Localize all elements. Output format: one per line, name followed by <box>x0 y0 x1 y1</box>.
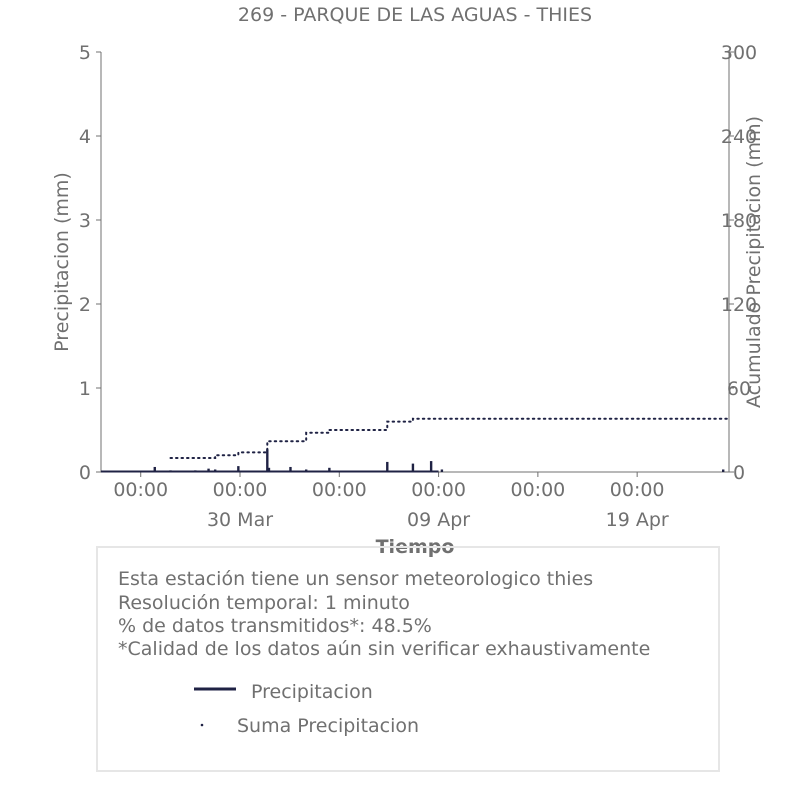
legend-precip-swatch <box>194 687 236 691</box>
y-tick-label: 4 <box>79 126 91 148</box>
y2-tick-label: 120 <box>721 294 757 316</box>
x-date-label: 19 Apr <box>606 509 669 531</box>
info-legend-box: Esta estación tiene un sensor meteorolog… <box>96 546 720 772</box>
y2-tick-label: 240 <box>721 126 757 148</box>
axes: 0 1 2 3 4 5 0 60 120 180 240 300 00:00 00:00 00:00 00:0… <box>79 42 757 531</box>
y2-tick-label: 60 <box>727 378 751 400</box>
y2-tick-label: 180 <box>721 210 757 232</box>
y-tick-label: 3 <box>79 210 91 232</box>
precipitation-series <box>101 449 725 473</box>
x-date-label: 30 Mar <box>207 509 273 531</box>
precipitation-chart: 269 - PARQUE DE LAS AGUAS - THIES 0 1 2 3 4 5… <box>51 4 765 558</box>
x-date-label: 09 Apr <box>407 509 470 531</box>
x-tick-label: 00:00 <box>610 479 665 501</box>
y-tick-label: 5 <box>79 42 91 64</box>
y-tick-label: 2 <box>79 294 91 316</box>
y-tick-label: 0 <box>79 462 91 484</box>
transmitted-percentage: % de datos transmitidos*: 48.5% <box>118 615 432 637</box>
y-axis-label: Precipitacion (mm) <box>51 172 73 352</box>
cumulative-line <box>169 417 730 459</box>
quality-note: *Calidad de los datos aún sin verificar … <box>118 638 651 660</box>
cumulative-series <box>169 417 730 459</box>
x-tick-label: 00:00 <box>113 479 168 501</box>
y2-tick-label: 0 <box>733 462 745 484</box>
x-tick-label: 00:00 <box>213 479 268 501</box>
legend-precip-label: Precipitacion <box>251 681 373 703</box>
legend-sum-swatch <box>200 723 204 727</box>
chart-title: 269 - PARQUE DE LAS AGUAS - THIES <box>238 4 592 26</box>
x-tick-label: 00:00 <box>312 479 367 501</box>
y2-axis-label: Acumulado Precipitacion (mm) <box>743 116 765 408</box>
legend-sum-label: Suma Precipitacion <box>237 715 420 737</box>
y2-tick-label: 300 <box>721 42 757 64</box>
x-tick-label: 00:00 <box>510 479 565 501</box>
x-tick-label: 00:00 <box>411 479 466 501</box>
temporal-resolution: Resolución temporal: 1 minuto <box>118 592 410 614</box>
station-description: Esta estación tiene un sensor meteorolog… <box>118 568 594 590</box>
y-tick-label: 1 <box>79 378 91 400</box>
